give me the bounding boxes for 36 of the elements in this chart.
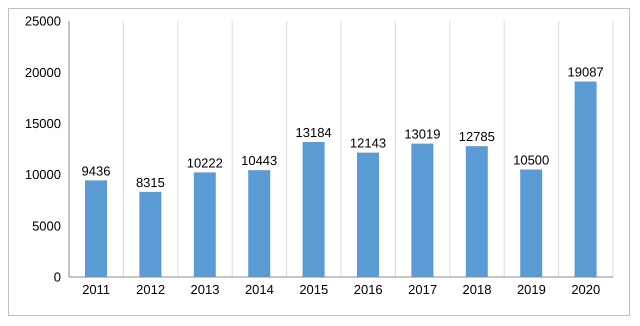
y-tick-label: 0 [54,270,61,285]
data-label: 19087 [568,64,604,80]
x-tick-label: 2018 [462,282,492,298]
data-label: 9436 [82,163,110,178]
data-label: 12785 [458,129,495,144]
x-tick-label: 2019 [516,282,546,298]
x-tick-label: 2011 [82,282,110,298]
y-tick-label: 10000 [24,167,61,182]
data-label: 12143 [350,136,386,151]
data-label: 10222 [186,155,223,170]
data-label: 13184 [296,124,332,140]
data-label: 10500 [513,152,550,168]
x-tick-label: 2013 [190,282,220,298]
y-tick-label: 20000 [24,64,61,80]
data-label: 13019 [404,126,440,142]
bar [139,192,162,277]
x-tick-label: 2017 [408,282,438,298]
x-tick-label: 2014 [244,282,274,298]
bar [520,169,542,277]
bar [357,152,379,277]
bar [248,170,270,277]
bar [466,146,488,277]
data-label: 10443 [241,153,278,168]
bar [411,144,434,277]
bar [194,172,216,277]
y-tick-label: 25000 [24,14,61,29]
bar [302,142,325,277]
x-tick-label: 2012 [136,282,166,298]
x-tick-label: 2020 [571,282,600,298]
data-label: 8315 [136,174,165,190]
x-tick-label: 2015 [299,282,328,298]
y-tick-label: 5000 [32,218,61,234]
bar [85,180,107,277]
bar [574,82,597,277]
y-tick-label: 15000 [24,116,61,132]
x-tick-label: 2016 [354,282,383,298]
